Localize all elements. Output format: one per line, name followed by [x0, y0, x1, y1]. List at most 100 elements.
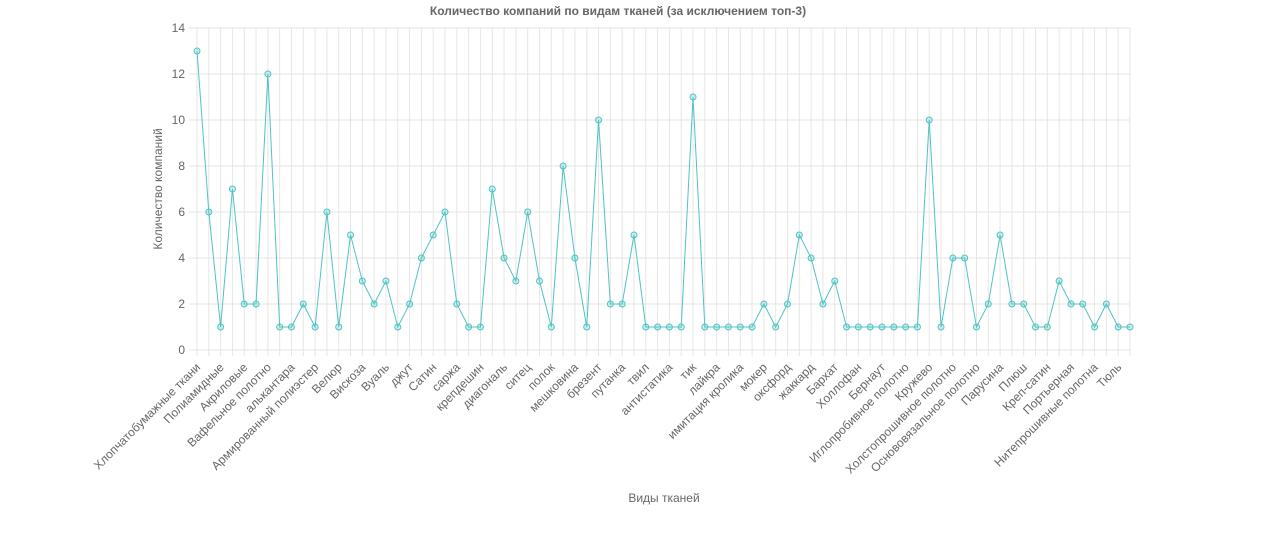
x-tick-label: Тюль — [1094, 360, 1124, 390]
data-point[interactable] — [299, 300, 307, 308]
data-point[interactable] — [1020, 300, 1028, 308]
data-point[interactable] — [347, 231, 355, 239]
data-point[interactable] — [465, 323, 473, 331]
data-point[interactable] — [961, 254, 969, 262]
data-point[interactable] — [677, 323, 685, 331]
data-point[interactable] — [784, 300, 792, 308]
data-point[interactable] — [488, 185, 496, 193]
data-point[interactable] — [1008, 300, 1016, 308]
data-point[interactable] — [1102, 300, 1110, 308]
data-point[interactable] — [571, 254, 579, 262]
data-point[interactable] — [831, 277, 839, 285]
data-point[interactable] — [535, 277, 543, 285]
data-point[interactable] — [760, 300, 768, 308]
y-tick-label: 14 — [172, 21, 186, 35]
data-point[interactable] — [854, 323, 862, 331]
x-tick-label: Хлопчатобумажные ткани — [91, 360, 203, 472]
data-point[interactable] — [642, 323, 650, 331]
chart-title: Количество компаний по видам тканей (за … — [430, 4, 806, 18]
data-point[interactable] — [583, 323, 591, 331]
data-point[interactable] — [772, 323, 780, 331]
x-axis-title: Виды тканей — [628, 491, 699, 505]
data-point[interactable] — [441, 208, 449, 216]
data-point[interactable] — [453, 300, 461, 308]
data-point[interactable] — [984, 300, 992, 308]
data-point[interactable] — [606, 300, 614, 308]
data-point[interactable] — [394, 323, 402, 331]
data-point[interactable] — [748, 323, 756, 331]
data-point[interactable] — [654, 323, 662, 331]
data-point[interactable] — [193, 47, 201, 55]
y-tick-label: 4 — [178, 251, 185, 265]
y-tick-label: 0 — [178, 343, 185, 357]
data-point[interactable] — [949, 254, 957, 262]
data-point[interactable] — [996, 231, 1004, 239]
data-point[interactable] — [417, 254, 425, 262]
data-point[interactable] — [406, 300, 414, 308]
series-line — [196, 50, 1130, 329]
data-point[interactable] — [866, 323, 874, 331]
data-point[interactable] — [1126, 323, 1134, 331]
data-point[interactable] — [925, 116, 933, 124]
data-point[interactable] — [370, 300, 378, 308]
data-point[interactable] — [240, 300, 248, 308]
series-1 — [193, 47, 1134, 331]
data-point[interactable] — [618, 300, 626, 308]
data-point[interactable] — [1043, 323, 1051, 331]
y-tick-label: 6 — [178, 205, 185, 219]
data-point[interactable] — [972, 323, 980, 331]
data-point[interactable] — [382, 277, 390, 285]
data-point[interactable] — [1067, 300, 1075, 308]
data-point[interactable] — [630, 231, 638, 239]
data-point[interactable] — [500, 254, 508, 262]
data-point[interactable] — [902, 323, 910, 331]
data-point[interactable] — [937, 323, 945, 331]
data-point[interactable] — [843, 323, 851, 331]
data-point[interactable] — [547, 323, 555, 331]
y-tick-label: 12 — [172, 67, 186, 81]
data-point[interactable] — [595, 116, 603, 124]
data-point[interactable] — [512, 277, 520, 285]
data-point[interactable] — [1032, 323, 1040, 331]
data-point[interactable] — [323, 208, 331, 216]
data-point[interactable] — [913, 323, 921, 331]
data-point[interactable] — [559, 162, 567, 170]
data-point[interactable] — [689, 93, 697, 101]
data-point[interactable] — [665, 323, 673, 331]
y-tick-label: 10 — [172, 113, 186, 127]
data-point[interactable] — [1055, 277, 1063, 285]
data-point[interactable] — [701, 323, 709, 331]
x-axis-ticks: Хлопчатобумажные тканиПолиамидныеАкрилов… — [91, 360, 1124, 477]
data-point[interactable] — [1091, 323, 1099, 331]
data-point[interactable] — [287, 323, 295, 331]
data-point[interactable] — [205, 208, 213, 216]
data-point[interactable] — [890, 323, 898, 331]
y-axis-title: Количество компаний — [151, 128, 165, 249]
data-point[interactable] — [713, 323, 721, 331]
data-point[interactable] — [476, 323, 484, 331]
data-point[interactable] — [335, 323, 343, 331]
grid — [189, 27, 1131, 356]
data-point[interactable] — [276, 323, 284, 331]
data-point[interactable] — [524, 208, 532, 216]
data-point[interactable] — [429, 231, 437, 239]
y-tick-label: 8 — [178, 159, 185, 173]
data-point[interactable] — [252, 300, 260, 308]
data-point[interactable] — [228, 185, 236, 193]
data-point[interactable] — [807, 254, 815, 262]
data-point[interactable] — [795, 231, 803, 239]
data-point[interactable] — [819, 300, 827, 308]
y-tick-label: 2 — [178, 297, 185, 311]
data-point[interactable] — [358, 277, 366, 285]
data-point[interactable] — [217, 323, 225, 331]
data-point[interactable] — [736, 323, 744, 331]
data-point[interactable] — [311, 323, 319, 331]
data-point[interactable] — [1114, 323, 1122, 331]
y-axis-ticks: 0 2 4 6 8 10 12 14 — [172, 21, 186, 357]
data-point[interactable] — [264, 70, 272, 78]
data-point[interactable] — [878, 323, 886, 331]
data-point[interactable] — [1079, 300, 1087, 308]
data-point[interactable] — [724, 323, 732, 331]
